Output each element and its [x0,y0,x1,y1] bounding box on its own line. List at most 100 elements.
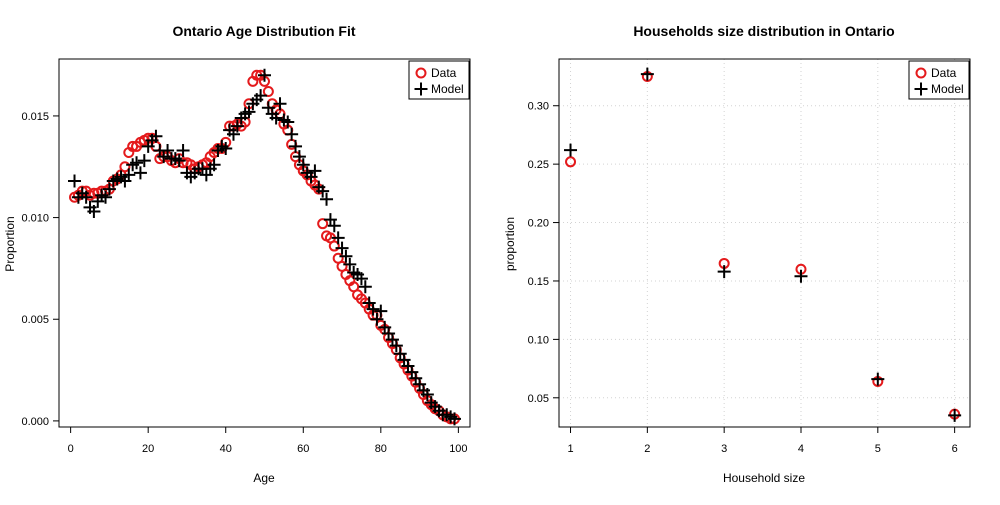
legend-data-label: Data [431,66,457,80]
x-axis-ticks: 0 20 40 60 80 100 [68,427,468,455]
x-tick-label: 6 [952,443,958,455]
model-point [335,241,349,255]
x-tick-label: 1 [567,443,573,455]
model-point [122,168,136,182]
model-point [358,280,372,294]
model-point [717,265,731,279]
legend-model-marker [914,82,928,96]
data-point [262,86,274,98]
model-point [130,156,144,170]
y-tick-label: 0.015 [21,111,49,123]
x-tick-label: 20 [142,443,154,455]
legend-model-marker [414,82,428,96]
y-tick-label: 0.000 [21,416,49,428]
model-point [320,192,334,206]
model-point [230,119,244,133]
model-point [640,67,654,81]
data-point [119,161,131,173]
legend-model-label: Model [931,82,964,96]
legend-data-marker [915,67,927,79]
model-point [242,105,256,119]
model-point [133,166,147,180]
model-point [948,408,962,422]
model-point [296,158,310,172]
y-tick-label: 0.30 [528,101,549,113]
household-size-panel: Households size distribution in Ontario … [503,23,971,485]
chart-title: Households size distribution in Ontario [633,23,894,39]
y-tick-label: 0.10 [528,334,549,346]
legend-box [408,60,470,100]
model-point [370,312,384,326]
model-point [226,127,240,141]
model-point [366,302,380,316]
legend-data-label: Data [931,66,957,80]
model-point [374,304,388,318]
data-point [317,218,329,230]
model-point [99,190,113,204]
legend: Data Model [408,60,470,100]
y-axis-label: proportion [503,217,517,271]
x-tick-label: 100 [449,443,467,455]
model-point [327,219,341,233]
model-point [87,204,101,218]
model-point [343,257,357,271]
x-tick-label: 5 [875,443,881,455]
data-marks [564,67,962,422]
model-point [316,184,330,198]
data-marks [68,68,461,426]
model-point [269,111,283,125]
model-point [389,339,403,353]
x-tick-label: 0 [68,443,74,455]
model-point [331,231,345,245]
x-axis-label: Household size [723,471,805,485]
model-point [68,174,82,188]
x-axis-label: Age [253,471,275,485]
model-point [564,143,578,157]
model-point [161,143,175,157]
model-point [137,154,151,168]
model-point [339,249,353,263]
model-point [258,68,271,82]
model-point [176,143,190,157]
model-point [172,154,186,168]
model-point [794,269,808,283]
legend-box [908,60,970,100]
data-point [328,240,340,252]
model-point [308,164,322,178]
y-axis-ticks: 0.000 0.005 0.010 0.015 [21,111,59,428]
y-tick-label: 0.25 [528,159,549,171]
model-point [254,89,268,103]
plot-frame [58,58,471,428]
model-point [354,272,368,286]
grid-lines [559,59,970,427]
model-point [289,139,303,153]
model-point [447,412,461,426]
x-axis-ticks: 1 2 3 4 5 6 [567,427,958,455]
y-axis-ticks: 0.05 0.10 0.15 0.20 0.25 0.30 [528,101,559,405]
model-point [285,127,299,141]
chart-title: Ontario Age Distribution Fit [172,23,355,39]
age-distribution-panel: Ontario Age Distribution Fit Age Proport… [3,23,471,485]
model-point [102,182,116,196]
legend: Data Model [908,60,970,100]
model-point [273,97,287,111]
y-tick-label: 0.15 [528,276,549,288]
x-tick-label: 4 [798,443,804,455]
legend-model-label: Model [431,82,464,96]
x-tick-label: 3 [721,443,727,455]
x-tick-label: 80 [375,443,387,455]
x-tick-label: 60 [297,443,309,455]
model-point [292,150,306,164]
model-point [79,190,93,204]
x-tick-label: 40 [220,443,232,455]
plot-frame [558,58,971,428]
model-point [281,115,295,129]
data-point [565,156,577,168]
model-point [207,158,221,172]
x-tick-label: 2 [644,443,650,455]
y-axis-label: Proportion [3,216,17,271]
y-tick-label: 0.010 [21,213,49,225]
model-point [420,387,434,401]
